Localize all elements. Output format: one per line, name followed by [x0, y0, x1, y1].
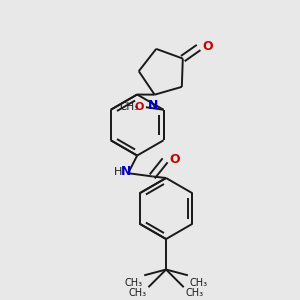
Text: CH₃: CH₃ [190, 278, 208, 288]
Text: CH₃: CH₃ [124, 278, 142, 288]
Text: H: H [114, 167, 122, 177]
Text: O: O [203, 40, 213, 53]
Text: N: N [148, 100, 158, 112]
Text: CH₃: CH₃ [129, 288, 147, 298]
Text: CH₃: CH₃ [120, 102, 139, 112]
Text: O: O [135, 102, 144, 112]
Text: CH₃: CH₃ [185, 288, 203, 298]
Text: N: N [122, 165, 132, 178]
Text: O: O [169, 153, 180, 166]
